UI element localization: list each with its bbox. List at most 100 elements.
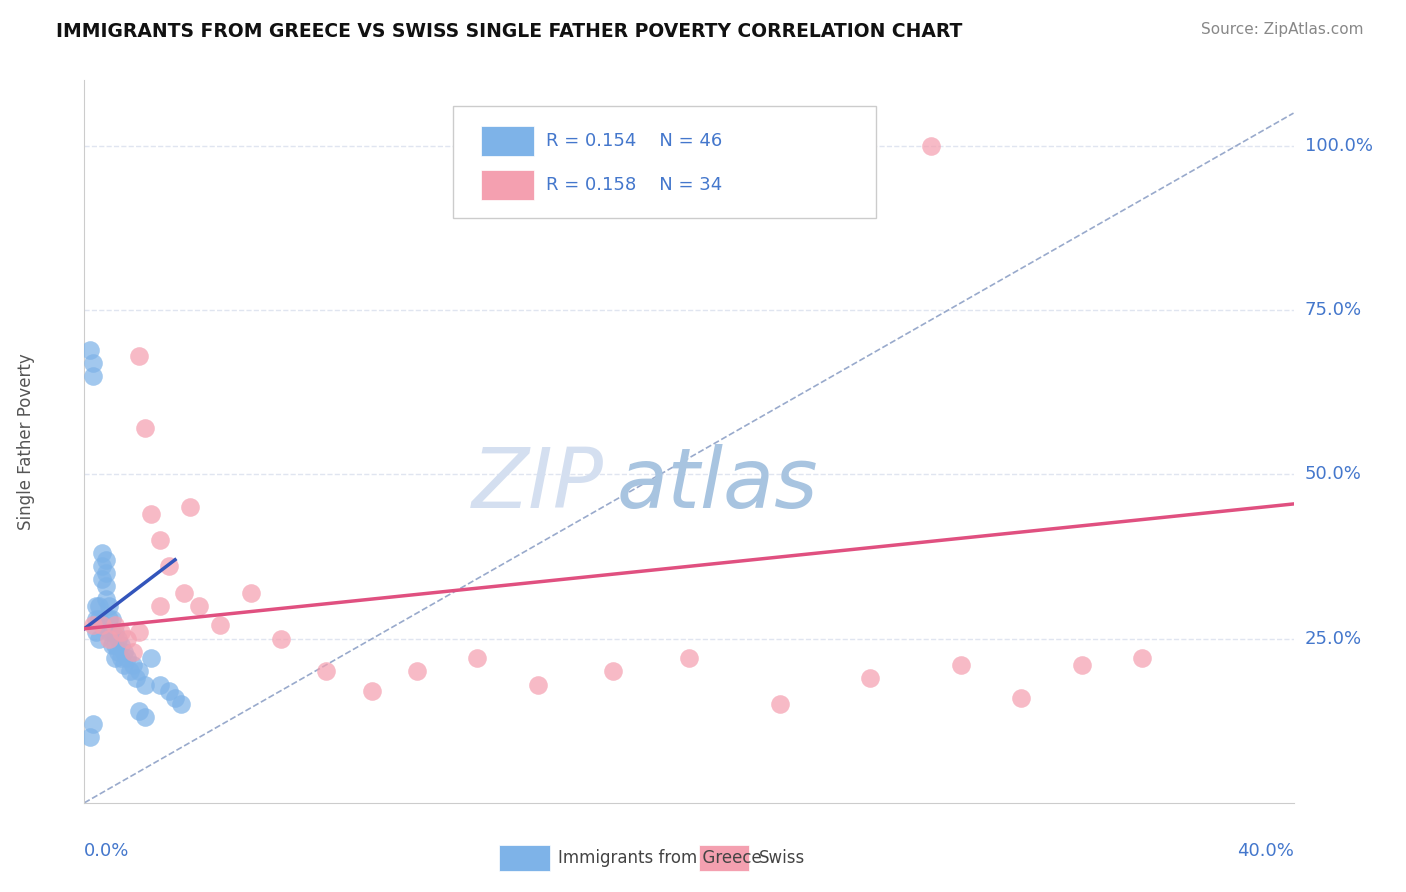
Point	[104, 625, 127, 640]
Text: Source: ZipAtlas.com: Source: ZipAtlas.com	[1201, 22, 1364, 37]
Point	[139, 651, 162, 665]
Text: 25.0%: 25.0%	[1305, 630, 1362, 648]
Point	[79, 730, 101, 744]
Point	[89, 612, 111, 626]
Point	[104, 638, 127, 652]
Text: ZIP: ZIP	[472, 444, 605, 525]
Point	[112, 657, 135, 672]
Point	[86, 612, 108, 626]
Point	[112, 645, 135, 659]
Point	[602, 665, 624, 679]
Point	[128, 625, 150, 640]
FancyBboxPatch shape	[481, 126, 534, 156]
Point	[134, 421, 156, 435]
Text: 100.0%: 100.0%	[1305, 137, 1372, 155]
Point	[157, 684, 180, 698]
Point	[173, 585, 195, 599]
Point	[239, 585, 262, 599]
Point	[107, 645, 129, 659]
Point	[128, 704, 150, 718]
FancyBboxPatch shape	[699, 846, 749, 871]
Point	[110, 651, 132, 665]
Text: IMMIGRANTS FROM GREECE VS SWISS SINGLE FATHER POVERTY CORRELATION CHART: IMMIGRANTS FROM GREECE VS SWISS SINGLE F…	[56, 22, 963, 41]
Point	[89, 632, 111, 646]
Text: atlas: atlas	[616, 444, 818, 525]
Point	[100, 638, 122, 652]
Point	[157, 559, 180, 574]
Text: R = 0.154    N = 46: R = 0.154 N = 46	[547, 132, 723, 150]
Point	[89, 599, 111, 613]
Point	[149, 533, 172, 547]
Point	[188, 599, 211, 613]
Point	[134, 677, 156, 691]
Text: 75.0%: 75.0%	[1305, 301, 1362, 319]
Point	[209, 618, 232, 632]
Point	[110, 638, 132, 652]
Point	[107, 632, 129, 646]
Point	[467, 651, 489, 665]
Point	[100, 612, 122, 626]
Point	[110, 625, 132, 640]
Text: Single Father Poverty: Single Father Poverty	[17, 353, 35, 530]
Point	[128, 349, 150, 363]
Point	[91, 618, 114, 632]
Point	[165, 690, 187, 705]
FancyBboxPatch shape	[453, 105, 876, 218]
Point	[121, 657, 143, 672]
Point	[82, 368, 104, 383]
Point	[94, 566, 117, 580]
Point	[97, 612, 120, 626]
Text: Immigrants from Greece: Immigrants from Greece	[558, 849, 762, 867]
Point	[678, 651, 700, 665]
Point	[134, 710, 156, 724]
Point	[1011, 690, 1033, 705]
Point	[115, 651, 138, 665]
Point	[139, 507, 162, 521]
Point	[315, 665, 337, 679]
Point	[94, 592, 117, 607]
Point	[1071, 657, 1094, 672]
Point	[125, 671, 148, 685]
Point	[270, 632, 292, 646]
Point	[360, 684, 382, 698]
Point	[950, 657, 973, 672]
Point	[406, 665, 429, 679]
Point	[769, 698, 792, 712]
Point	[94, 579, 117, 593]
Point	[104, 651, 127, 665]
Text: 50.0%: 50.0%	[1305, 466, 1361, 483]
Point	[91, 546, 114, 560]
Point	[91, 559, 114, 574]
Point	[79, 343, 101, 357]
FancyBboxPatch shape	[481, 169, 534, 200]
Point	[118, 665, 141, 679]
Point	[121, 645, 143, 659]
Point	[86, 625, 108, 640]
Text: Swiss: Swiss	[759, 849, 806, 867]
Point	[97, 625, 120, 640]
Point	[527, 677, 550, 691]
Point	[170, 698, 193, 712]
Point	[859, 671, 882, 685]
Point	[149, 677, 172, 691]
Point	[179, 500, 201, 515]
Point	[82, 356, 104, 370]
Point	[91, 573, 114, 587]
Point	[920, 139, 942, 153]
Point	[128, 665, 150, 679]
Point	[86, 599, 108, 613]
Point	[97, 599, 120, 613]
FancyBboxPatch shape	[499, 846, 550, 871]
Text: 40.0%: 40.0%	[1237, 842, 1294, 860]
Point	[104, 618, 127, 632]
Point	[1130, 651, 1153, 665]
Point	[82, 717, 104, 731]
Text: R = 0.158    N = 34: R = 0.158 N = 34	[547, 176, 723, 194]
Point	[94, 553, 117, 567]
Point	[97, 632, 120, 646]
Point	[100, 625, 122, 640]
Point	[149, 599, 172, 613]
Point	[82, 618, 104, 632]
Text: 0.0%: 0.0%	[84, 842, 129, 860]
Point	[115, 632, 138, 646]
